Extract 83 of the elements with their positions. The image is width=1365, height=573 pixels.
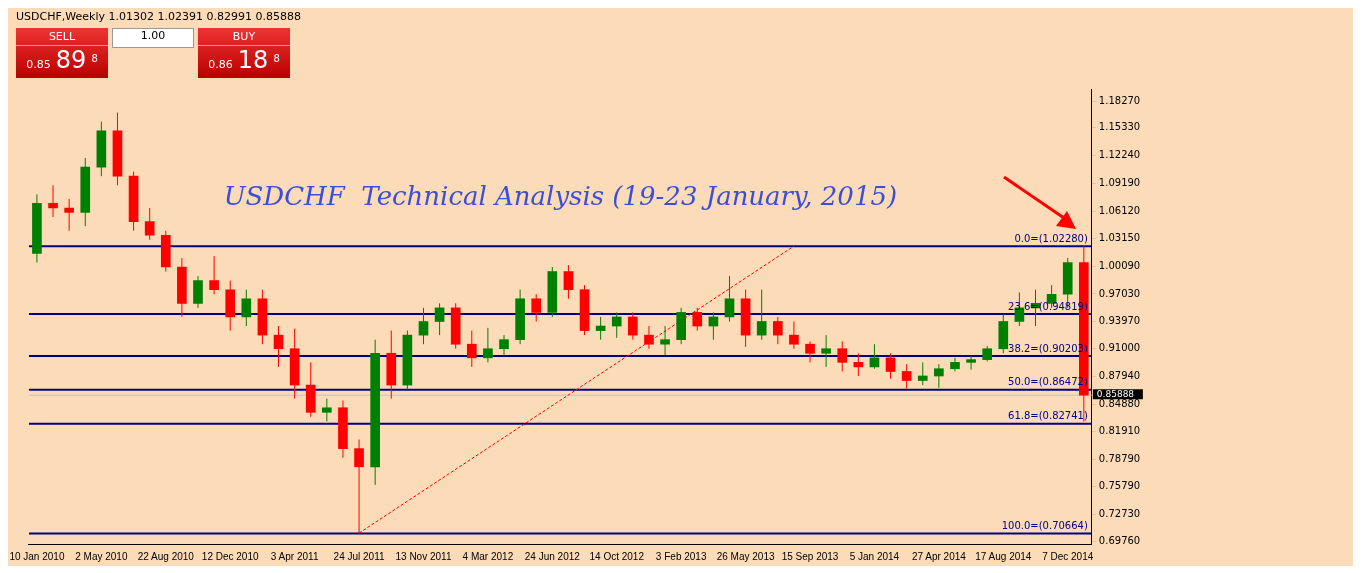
text: BUY [198, 28, 290, 46]
candlestick [901, 363, 912, 390]
candlestick [885, 352, 896, 380]
y-tick-label: 0.72730 [1098, 508, 1141, 520]
x-tick-label: 2 May 2010 [75, 550, 128, 562]
ref-line-label: 0.85888 [1096, 388, 1135, 399]
candlestick [209, 255, 219, 295]
candlestick [660, 325, 670, 356]
x-tick-label: 15 Sep 2013 [781, 550, 839, 562]
text: 8 [273, 52, 280, 64]
y-tick-label: 0.81910 [1098, 424, 1141, 436]
x-tick-label: 10 Jan 2010 [9, 550, 65, 562]
candlestick [966, 355, 976, 371]
candlestick [595, 316, 606, 341]
y-tick-label: 1.00090 [1098, 259, 1141, 271]
candlestick [483, 327, 493, 363]
candlestick [934, 363, 944, 389]
x-tick-label: 14 Oct 2012 [589, 550, 645, 562]
y-tick-label: 1.15330 [1098, 121, 1141, 133]
candlestick [853, 352, 864, 377]
y-tick-label: 0.87940 [1098, 370, 1141, 382]
candlestick [724, 275, 735, 322]
x-tick-label: 7 Dec 2014 [1042, 550, 1094, 562]
candlestick [144, 207, 155, 241]
y-tick-label: 1.18270 [1098, 94, 1141, 106]
candlestick [466, 330, 477, 368]
y-tick-label: 1.09190 [1098, 177, 1141, 189]
x-tick-label: 3 Feb 2013 [655, 550, 707, 562]
text: SELL [16, 28, 108, 46]
y-tick-label: 1.03150 [1098, 231, 1141, 243]
candlestick [322, 398, 332, 422]
text: USDCHF Technical Analysis (19-23 January, 2015) [223, 180, 898, 211]
x-tick-label: 4 Mar 2012 [462, 550, 514, 562]
candlestick [756, 289, 767, 341]
candlestick [563, 264, 574, 300]
candlestick [692, 307, 703, 332]
y-tick-label: 1.06120 [1098, 205, 1141, 217]
text: USDCHF,Weekly 1.01302 1.02391 0.82991 0.85888 [16, 10, 301, 23]
text: 89 [55, 46, 87, 74]
text: 0.85 [26, 58, 51, 71]
candlestick [789, 321, 799, 350]
y-tick-label: 1.12240 [1098, 149, 1141, 161]
candlestick [499, 334, 509, 357]
x-tick-label: 24 Jun 2012 [524, 550, 581, 562]
candlestick [644, 325, 654, 350]
y-tick-label: 0.91000 [1098, 342, 1141, 354]
candlestick [837, 340, 848, 372]
x-tick-label: 12 Dec 2010 [201, 550, 259, 562]
y-tick-label: 0.93970 [1098, 315, 1141, 327]
candlestick [611, 311, 622, 339]
y-tick-label: 0.84880 [1098, 397, 1141, 409]
candlestick [418, 307, 429, 345]
y-tick-label: 0.75790 [1098, 480, 1141, 492]
text: 0.86 [208, 58, 233, 71]
candlestick [64, 198, 74, 232]
candlestick [193, 275, 203, 309]
x-tick-label: 17 Aug 2014 [975, 550, 1032, 562]
x-tick-label: 3 Apr 2011 [270, 550, 319, 562]
candlestick [241, 289, 252, 327]
x-tick-label: 24 Jul 2011 [333, 550, 385, 562]
candlestick [772, 316, 783, 345]
x-tick-label: 13 Nov 2011 [395, 550, 452, 562]
x-tick-label: 26 May 2013 [716, 550, 775, 562]
text: 8 [91, 52, 98, 64]
x-tick-label: 5 Jan 2014 [849, 550, 900, 562]
y-tick-label: 0.97030 [1098, 287, 1141, 299]
text: 18 [237, 46, 269, 74]
candlestick [917, 361, 928, 386]
candlestick [531, 293, 542, 322]
candlestick [628, 311, 638, 341]
x-tick-label: 22 Aug 2010 [137, 550, 195, 562]
ref-line-label: 100.0=(0.70664) [1001, 520, 1088, 532]
ref-line-label: 0.0=(1.02280) [1014, 232, 1088, 244]
text: 1.00 [112, 28, 194, 48]
candlestick [869, 343, 880, 370]
y-tick-label: 0.78790 [1098, 453, 1141, 465]
candlestick [48, 184, 58, 218]
x-tick-label: 27 Apr 2014 [911, 550, 967, 562]
candlestick [821, 334, 831, 368]
candlestick [805, 340, 815, 363]
candlestick [434, 302, 445, 336]
y-tick-label: 0.69760 [1098, 535, 1141, 547]
candlestick [273, 325, 284, 368]
